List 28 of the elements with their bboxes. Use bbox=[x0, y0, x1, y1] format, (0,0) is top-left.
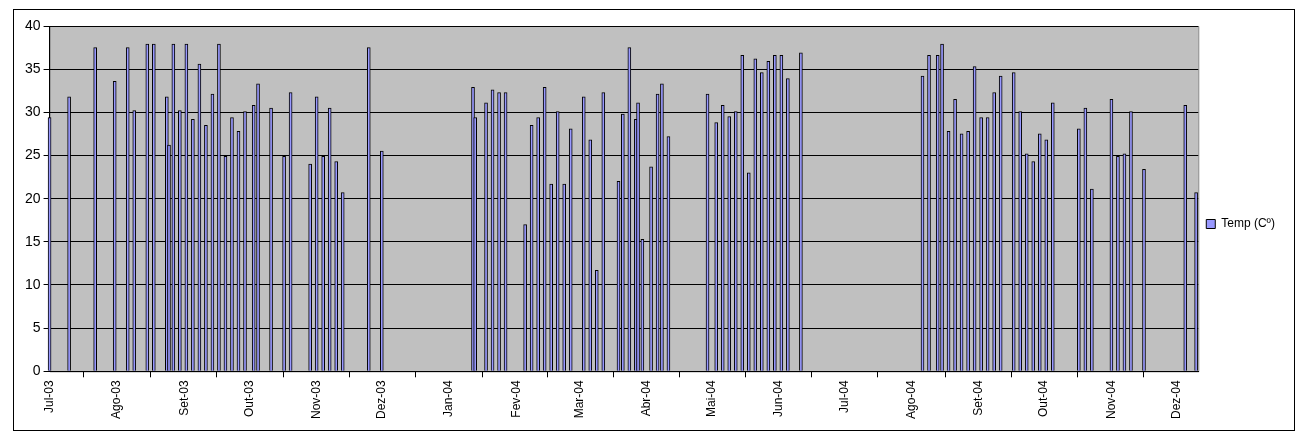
x-tick-label: Mai-04 bbox=[704, 379, 719, 417]
x-tick-label: Set-03 bbox=[176, 379, 191, 416]
x-tick-label: Jul-03 bbox=[41, 379, 56, 413]
x-tick-label: Jan-04 bbox=[441, 379, 456, 418]
y-tick-label: 20 bbox=[24, 189, 41, 206]
y-tick-label: 5 bbox=[32, 319, 41, 335]
legend-label: Temp (Cº) bbox=[1221, 216, 1275, 231]
y-tick-label: 40 bbox=[24, 16, 41, 33]
y-tick-label: 30 bbox=[24, 103, 41, 120]
y-tick-label: 15 bbox=[24, 232, 41, 249]
y-tick-label: 0 bbox=[32, 362, 41, 379]
x-tick-label: Nov-04 bbox=[1103, 379, 1118, 419]
x-tick-label: Jun-04 bbox=[771, 379, 786, 418]
x-tick-label: Fev-04 bbox=[508, 379, 523, 418]
x-tick-label: Abr-04 bbox=[639, 379, 654, 417]
x-tick-label: Mar-04 bbox=[571, 379, 586, 419]
x-tick-label: Jul-04 bbox=[836, 379, 851, 413]
x-tick-label: Set-04 bbox=[971, 379, 986, 416]
x-tick-label: Out-04 bbox=[1036, 379, 1051, 417]
x-tick-label: Nov-03 bbox=[308, 379, 323, 419]
y-tick-label: 10 bbox=[24, 275, 41, 292]
x-tick-label: Ago-03 bbox=[109, 379, 124, 420]
x-tick-label: Dez-03 bbox=[374, 379, 389, 419]
x-tick-label: Out-03 bbox=[241, 379, 256, 417]
x-tick-label: Dez-04 bbox=[1168, 379, 1183, 419]
x-tick-label: Ago-04 bbox=[903, 379, 918, 420]
y-tick-label: 25 bbox=[24, 146, 41, 163]
y-tick-label: 35 bbox=[24, 60, 41, 77]
